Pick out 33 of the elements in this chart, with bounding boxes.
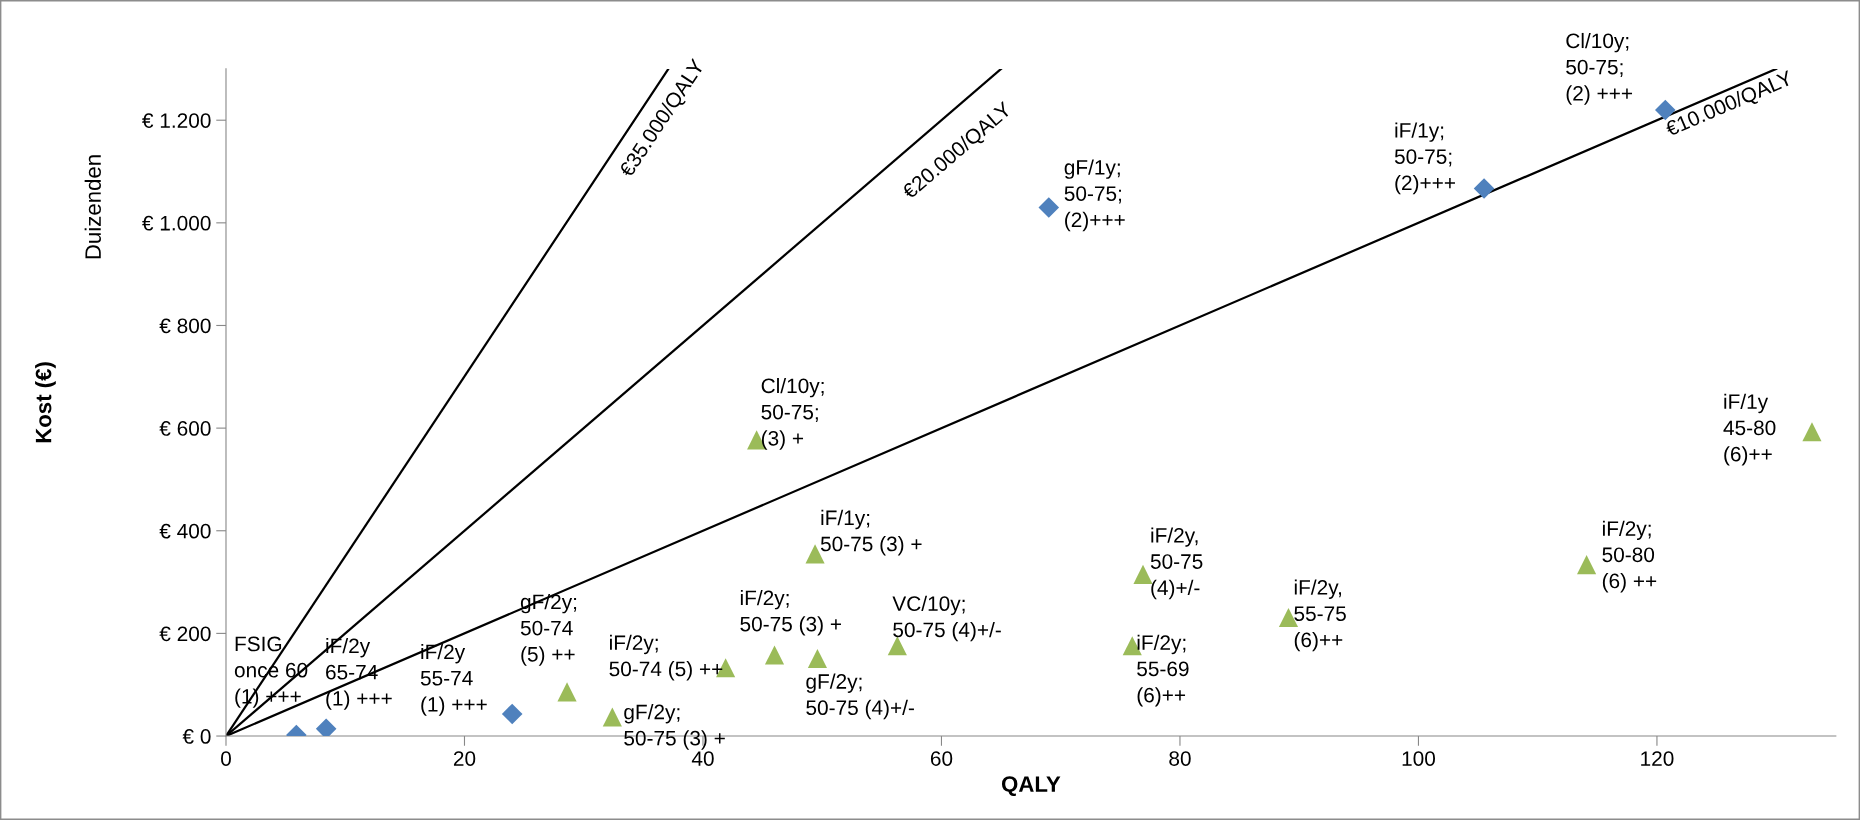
y-axis-title: Kost (€): [35, 362, 56, 443]
x-tick-label: 60: [930, 751, 953, 766]
x-axis-title: QALY: [1001, 776, 1061, 797]
annotation: Cl/10y; 50-75; (2) +++: [1566, 32, 1633, 105]
annotation: iF/1y; 50-75 (3) +: [820, 509, 922, 556]
y-tick-label: € 1.200: [142, 113, 211, 128]
y-tick-label: € 600: [159, 421, 211, 436]
annotation: iF/2y, 50-75 (4)+/-: [1150, 527, 1203, 600]
annotation: gF/2y; 50-75 (3) +: [624, 704, 725, 750]
x-tick-label: 100: [1402, 751, 1436, 766]
text: Duizenden: [84, 155, 101, 259]
annotation: gF/2y; 50-75 (4)+/-: [806, 673, 914, 720]
x-tick-label: 20: [453, 751, 476, 766]
annotation: iF/1y; 50-75; (2)+++: [1394, 122, 1455, 195]
y-tick-label: € 1.000: [142, 215, 211, 231]
x-tick-label: 120: [1641, 751, 1674, 766]
x-tick-label: 40: [691, 751, 714, 766]
y-tick-label: € 800: [159, 318, 211, 334]
y-tick-label: € 0: [182, 729, 211, 744]
y-tick-label: € 400: [159, 523, 211, 539]
annotation: VC/10y; 50-75 (4)+/-: [892, 595, 1001, 642]
y-tick-label: € 200: [159, 626, 211, 642]
annotation: iF/1y 45-80 (6)++: [1723, 393, 1776, 466]
annotation: iF/2y 55-74 (1) +++: [420, 644, 487, 716]
x-tick-label: 0: [221, 751, 231, 766]
annotation: Cl/10y; 50-75; (3) +: [761, 377, 824, 450]
annotation: gF/1y; 50-75; (2)+++: [1064, 159, 1125, 232]
annotation: iF/2y, 55-75 (6)++: [1294, 579, 1346, 652]
annotation: iF/2y 65-74 (1) +++: [326, 638, 392, 710]
annotation: iF/2y; 50-80 (6) ++: [1602, 520, 1657, 593]
annotation: iF/2y; 55-69 (6)++: [1137, 634, 1189, 707]
x-tick-label: 80: [1169, 751, 1191, 766]
annotation: iF/2y; 50-75 (3) +: [740, 589, 841, 636]
